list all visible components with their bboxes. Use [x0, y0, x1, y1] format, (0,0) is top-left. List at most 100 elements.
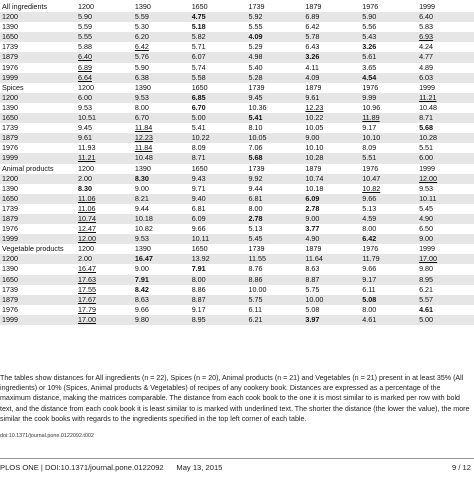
cell-value: 6.11 — [362, 284, 376, 294]
cell-value: 8.71 — [191, 153, 206, 163]
cell-value: 5.13 — [248, 224, 263, 234]
table-cell: 6.07 — [189, 52, 247, 63]
table-cell: 9.80 — [417, 264, 474, 275]
table-cell: 9.00 — [132, 183, 190, 194]
table-cell: 4.09 — [303, 72, 361, 83]
table-cell: 5.55 — [76, 32, 133, 43]
cell-value: 9.00 — [305, 133, 320, 143]
table-cell: 8.00 — [246, 203, 304, 214]
table-cell: 11.89 — [360, 113, 418, 124]
cell-value: 9.53 — [78, 102, 92, 112]
cell-value: 9.80 — [134, 314, 149, 324]
cell-value: 1976 — [362, 2, 379, 11]
cell-value: 7.06 — [248, 143, 263, 153]
cell-value: 12.23 — [305, 102, 324, 112]
cell-value: 6.11 — [248, 304, 262, 314]
table-row: 1879 10.74 10.18 6.09 2.78 9.00 4.59 4.90 — [0, 213, 474, 225]
table-row: 1739 5.88 6.42 5.71 5.29 6.43 3.26 4.24 — [0, 42, 474, 53]
cell-value: 6.09 — [305, 193, 320, 203]
cell-value: 5.68 — [248, 153, 263, 163]
cell-value: 1390 — [2, 264, 18, 274]
cell-value: 9.44 — [134, 203, 149, 213]
cell-value: 6.64 — [78, 72, 92, 82]
cell-value: Vegetable products — [2, 244, 64, 254]
cell-value: 8.09 — [191, 143, 206, 153]
cell-value: 5.30 — [134, 22, 149, 32]
table-cell: 10.22 — [189, 133, 247, 144]
cell-value: 9.17 — [362, 274, 377, 284]
cell-value: 8.00 — [248, 203, 263, 213]
table-cell: 1999 — [417, 2, 474, 13]
cell-value: 11.06 — [78, 203, 96, 213]
row-year-label: 1999 — [0, 72, 76, 83]
table-cell: 13.92 — [189, 254, 247, 265]
table-cell: 9.45 — [246, 92, 304, 103]
table-cell: 5.08 — [360, 294, 418, 305]
table-cell: 5.45 — [417, 203, 474, 214]
table-cell: 6.42 — [132, 42, 190, 53]
row-year-label: 1999 — [0, 234, 76, 245]
cell-value: 5.71 — [191, 42, 206, 52]
cell-value: 12.00 — [78, 234, 96, 244]
cell-value: 8.87 — [305, 274, 320, 284]
table-cell: 9.00 — [303, 133, 361, 144]
cell-value: 5.13 — [362, 203, 377, 213]
cell-value: 5.61 — [362, 52, 377, 62]
table-cell: 8.95 — [189, 314, 247, 325]
cell-value: 5.56 — [362, 22, 377, 32]
cell-value: 11.84 — [134, 123, 153, 133]
table-cell: 5.00 — [189, 113, 247, 124]
distance-table: All ingredients 1200 1390 1650 1739 1879 1976 1… — [0, 2, 474, 325]
cell-value: 8.87 — [191, 294, 206, 304]
table-cell: 10.00 — [246, 284, 304, 295]
row-year-label: 1390 — [0, 102, 76, 114]
table-cell: 5.59 — [132, 12, 190, 23]
table-cell: 6.89 — [303, 12, 361, 23]
row-year-label: 1976 — [0, 143, 76, 154]
cell-value: 9.43 — [191, 173, 206, 183]
cell-value: 4.77 — [419, 52, 434, 62]
cell-value: 11.55 — [248, 254, 266, 264]
cell-value: 5.92 — [248, 12, 263, 22]
cell-value: 5.57 — [419, 294, 434, 304]
cell-value: 9.99 — [362, 92, 377, 102]
cell-value: 5.41 — [248, 113, 263, 123]
cell-value: 1650 — [2, 193, 18, 203]
cell-value: 3.65 — [362, 62, 377, 72]
row-year-label: 1879 — [0, 133, 76, 144]
table-cell: 1976 — [360, 2, 418, 13]
row-year-label: 1650 — [0, 193, 76, 204]
cell-value: 8.63 — [305, 264, 320, 274]
table-cell: 1879 — [303, 2, 361, 13]
cell-value: 6.70 — [134, 113, 149, 123]
cell-value: 10.22 — [305, 113, 324, 123]
table-cell: 9.17 — [360, 123, 418, 134]
table-cell: 8.00 — [189, 274, 247, 285]
cell-value: 12.00 — [419, 173, 438, 183]
table-cell: 5.51 — [417, 143, 474, 154]
table-group-label: Animal products — [0, 163, 76, 174]
table-cell: 6.00 — [76, 92, 133, 103]
cell-value: 9.53 — [134, 92, 149, 102]
cell-value: 9.00 — [134, 264, 149, 274]
table-cell: 9.40 — [189, 193, 247, 204]
table-cell: 9.43 — [189, 173, 247, 184]
table-cell: 11.84 — [132, 143, 190, 154]
cell-value: 9.66 — [362, 264, 377, 274]
cell-value: 1390 — [2, 102, 18, 112]
cell-value: 1739 — [248, 163, 265, 173]
table-cell: 12.00 — [417, 173, 474, 184]
table-cell: 5.40 — [246, 62, 304, 73]
cell-value: 9.00 — [305, 213, 320, 223]
cell-value: 8.00 — [134, 102, 149, 112]
cell-value: 5.75 — [248, 294, 263, 304]
table-cell: 4.09 — [246, 32, 304, 43]
cell-value: 16.47 — [78, 264, 96, 274]
cell-value: 5.51 — [362, 153, 377, 163]
cell-value: 7.91 — [191, 264, 206, 274]
cell-value: 1879 — [305, 163, 322, 173]
cell-value: 10.11 — [419, 193, 437, 203]
table-cell: 8.09 — [189, 143, 247, 154]
table-cell: 5.68 — [246, 153, 304, 164]
cell-value: 1999 — [2, 72, 18, 82]
